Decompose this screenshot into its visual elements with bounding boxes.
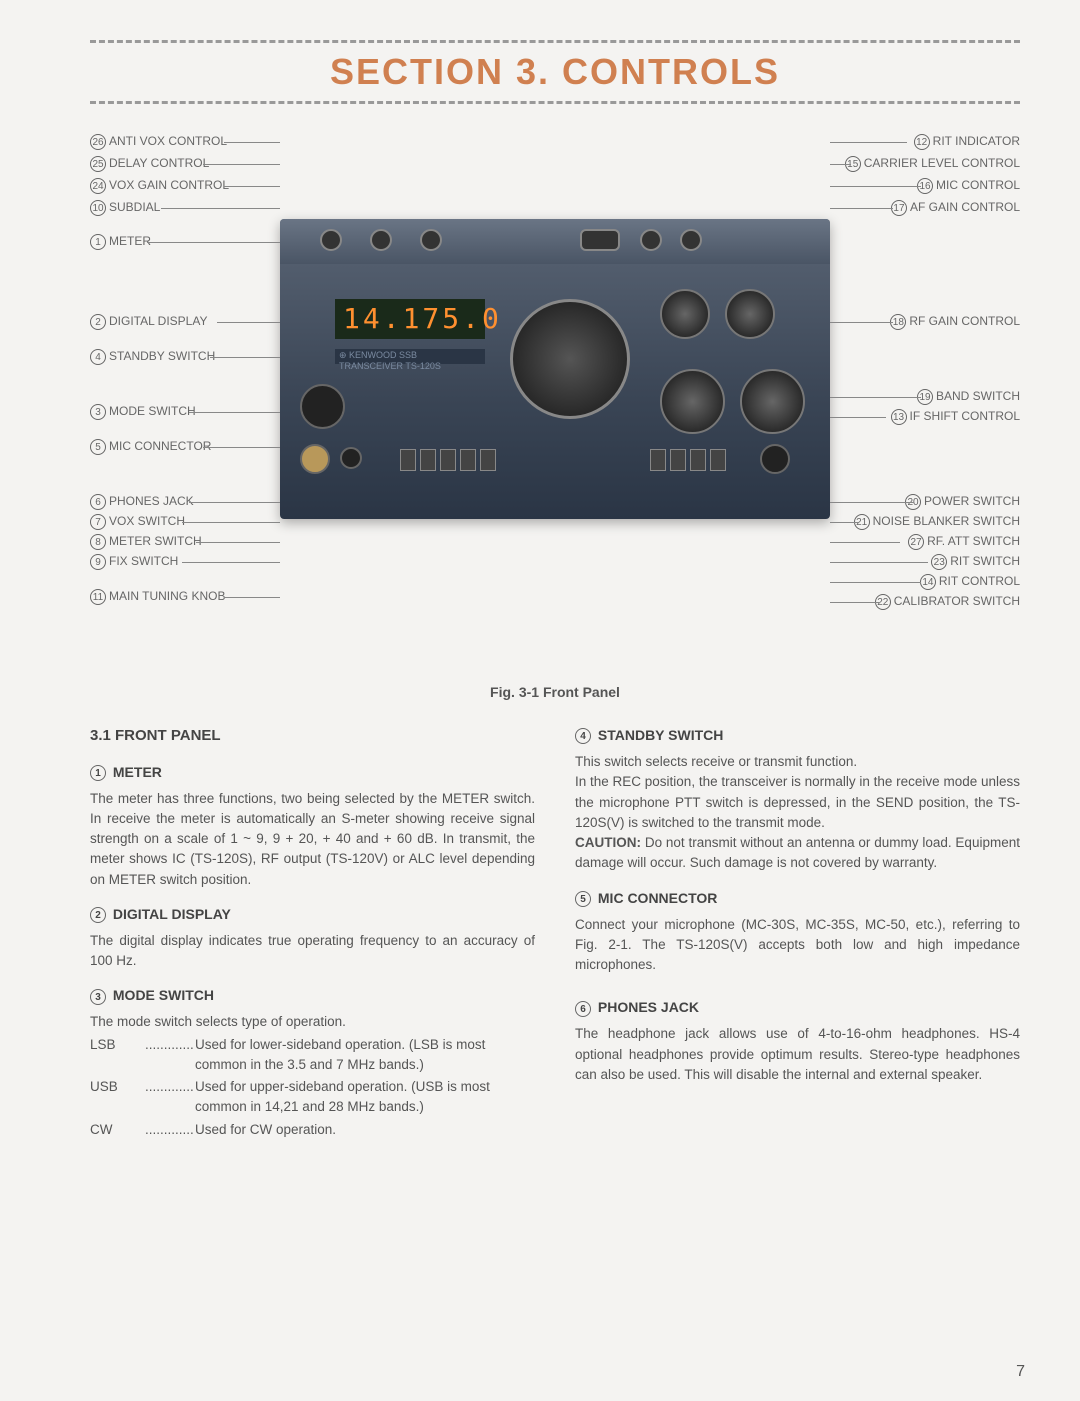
callout-right-16: 16MIC CONTROL — [917, 178, 1020, 194]
callout-left-8: 8METER SWITCH — [90, 534, 202, 550]
standby-p1: This switch selects receive or transmit … — [575, 752, 1020, 772]
mode-switch-heading: 3 MODE SWITCH — [90, 985, 535, 1006]
callout-left-3: 3MODE SWITCH — [90, 404, 196, 420]
callout-left-26: 26ANTI VOX CONTROL — [90, 134, 227, 150]
callout-left-6: 6PHONES JACK — [90, 494, 194, 510]
section-title: SECTION 3. CONTROLS — [90, 51, 1020, 93]
mode-row: USB.............Used for upper-sideband … — [90, 1077, 535, 1118]
callout-right-18: 18RF GAIN CONTROL — [890, 314, 1020, 330]
callout-left-5: 5MIC CONNECTOR — [90, 439, 211, 455]
front-panel-diagram: 14.175.0 ⊕ KENWOOD SSB TRANSCEIVER TS-12… — [90, 134, 1020, 664]
meter-body: The meter has three functions, two being… — [90, 789, 535, 890]
mode-row: LSB.............Used for lower-sideband … — [90, 1035, 535, 1076]
digital-display-body: The digital display indicates true opera… — [90, 931, 535, 972]
standby-p2: In the REC position, the transceiver is … — [575, 772, 1020, 833]
phones-jack-body: The headphone jack allows use of 4-to-16… — [575, 1024, 1020, 1085]
right-column: 4 STANDBY SWITCH This switch selects rec… — [575, 725, 1020, 1142]
phones-jack-heading: 6 PHONES JACK — [575, 997, 1020, 1018]
callout-right-14: 14RIT CONTROL — [920, 574, 1020, 590]
callout-left-25: 25DELAY CONTROL — [90, 156, 209, 172]
callout-left-24: 24VOX GAIN CONTROL — [90, 178, 229, 194]
mode-row: CW.............Used for CW operation. — [90, 1120, 535, 1140]
callout-right-20: 20POWER SWITCH — [905, 494, 1020, 510]
figure-caption: Fig. 3-1 Front Panel — [90, 684, 1020, 700]
frequency-readout: 14.175.0 — [335, 299, 485, 339]
callout-left-7: 7VOX SWITCH — [90, 514, 185, 530]
section-3-1-heading: 3.1 FRONT PANEL — [90, 725, 535, 748]
standby-caution: CAUTION: Do not transmit without an ante… — [575, 833, 1020, 874]
page-number: 7 — [1016, 1363, 1025, 1381]
digital-display-heading: 2 DIGITAL DISPLAY — [90, 904, 535, 925]
main-tuning-knob-graphic — [510, 299, 630, 419]
callout-left-1: 1METER — [90, 234, 151, 250]
mic-connector-body: Connect your microphone (MC-30S, MC-35S,… — [575, 915, 1020, 976]
section-header: SECTION 3. CONTROLS — [90, 40, 1020, 104]
callout-right-12: 12RIT INDICATOR — [914, 134, 1020, 150]
callout-left-9: 9FIX SWITCH — [90, 554, 178, 570]
callout-right-13: 13IF SHIFT CONTROL — [891, 409, 1020, 425]
callout-right-22: 22CALIBRATOR SWITCH — [875, 594, 1020, 610]
standby-switch-heading: 4 STANDBY SWITCH — [575, 725, 1020, 746]
mode-switch-intro: The mode switch selects type of operatio… — [90, 1012, 535, 1032]
callout-right-21: 21NOISE BLANKER SWITCH — [854, 514, 1020, 530]
radio-illustration: 14.175.0 ⊕ KENWOOD SSB TRANSCEIVER TS-12… — [280, 219, 830, 519]
callout-right-27: 27RF. ATT SWITCH — [908, 534, 1020, 550]
content-columns: 3.1 FRONT PANEL 1 METER The meter has th… — [90, 725, 1020, 1142]
mic-connector-heading: 5 MIC CONNECTOR — [575, 888, 1020, 909]
callout-left-11: 11MAIN TUNING KNOB — [90, 589, 225, 605]
left-column: 3.1 FRONT PANEL 1 METER The meter has th… — [90, 725, 535, 1142]
callout-left-2: 2DIGITAL DISPLAY — [90, 314, 207, 330]
callout-right-23: 23RIT SWITCH — [931, 554, 1020, 570]
meter-heading: 1 METER — [90, 762, 535, 783]
callout-right-19: 19BAND SWITCH — [917, 389, 1020, 405]
callout-left-10: 10SUBDIAL — [90, 200, 160, 216]
callout-right-15: 15CARRIER LEVEL CONTROL — [845, 156, 1020, 172]
callout-right-17: 17AF GAIN CONTROL — [891, 200, 1020, 216]
callout-left-4: 4STANDBY SWITCH — [90, 349, 215, 365]
